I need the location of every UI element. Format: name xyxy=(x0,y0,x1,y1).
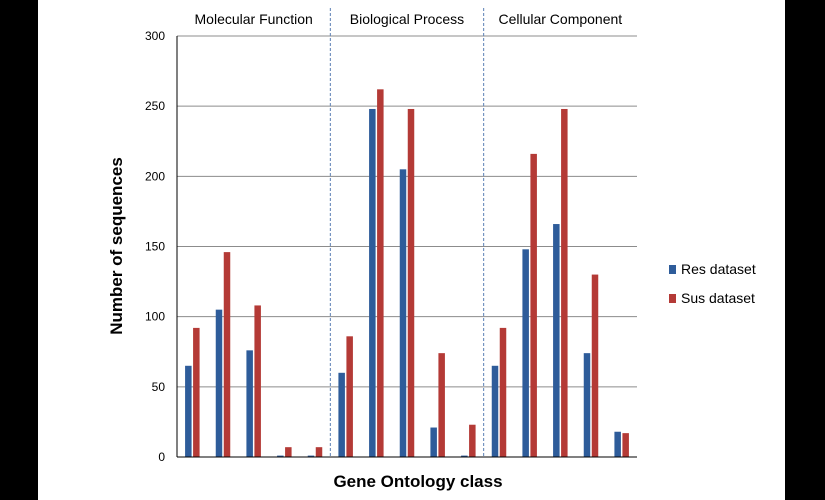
legend-swatch xyxy=(669,294,676,303)
legend-label: Res dataset xyxy=(681,261,756,277)
x-axis-title: Gene Ontology class xyxy=(333,472,502,491)
bar-res xyxy=(553,224,560,457)
bar-sus xyxy=(377,89,384,458)
group-label: Biological Process xyxy=(350,11,464,27)
bar-sus xyxy=(346,336,353,457)
bar-sus xyxy=(315,447,323,457)
group-labels: Molecular Function Biological Process Cell… xyxy=(195,11,623,27)
y-tick-label: 100 xyxy=(145,310,165,324)
y-tick-label: 300 xyxy=(145,29,165,43)
group-label: Molecular Function xyxy=(195,11,313,27)
y-tick-labels: 0 50 100 150 200 250 300 xyxy=(145,29,165,464)
bar-sus xyxy=(561,108,568,458)
y-tick-label: 250 xyxy=(145,99,165,113)
bar-res xyxy=(491,365,499,457)
legend: Res dataset Sus dataset xyxy=(669,261,756,306)
bars xyxy=(185,89,629,458)
bar-sus xyxy=(438,353,445,457)
bar-sus xyxy=(223,252,231,457)
bar-res xyxy=(522,249,529,457)
bar-sus xyxy=(407,108,415,458)
group-separators xyxy=(329,8,485,457)
y-tick-label: 0 xyxy=(158,450,165,464)
bar-res xyxy=(246,350,253,457)
bar-res xyxy=(583,353,591,457)
bar-res xyxy=(277,455,284,457)
bar-res xyxy=(399,169,407,458)
bar-res xyxy=(614,431,621,457)
bar-sus xyxy=(254,305,261,457)
y-tick-label: 200 xyxy=(145,169,165,183)
bar-sus xyxy=(499,327,507,457)
gridlines xyxy=(177,35,637,388)
bar-res xyxy=(307,455,315,457)
bar-sus xyxy=(469,424,476,457)
y-tick-label: 50 xyxy=(152,380,166,394)
bar-sus xyxy=(193,327,200,457)
y-axis-title: Number of sequences xyxy=(107,157,126,335)
bar-sus xyxy=(530,153,537,457)
bar-res xyxy=(369,108,376,458)
bar-res xyxy=(461,455,468,457)
bar-res xyxy=(185,365,192,457)
legend-swatch xyxy=(669,265,676,274)
group-label: Cellular Component xyxy=(498,11,622,27)
bar-sus xyxy=(622,433,629,457)
bar-res xyxy=(338,372,345,457)
y-tick-label: 150 xyxy=(145,240,165,254)
legend-label: Sus dataset xyxy=(681,290,755,306)
bar-sus xyxy=(285,447,292,457)
bar-sus xyxy=(591,274,599,457)
bar-res xyxy=(215,309,223,457)
bar-res xyxy=(430,427,437,457)
